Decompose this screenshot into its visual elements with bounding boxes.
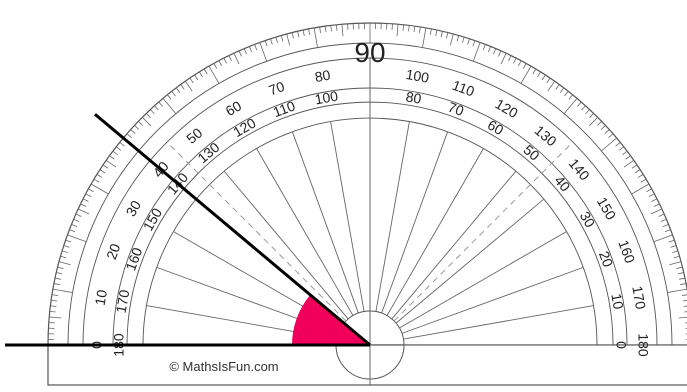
outer-scale-label: 180 <box>635 333 651 357</box>
inner-scale-label: 0 <box>613 341 629 349</box>
protractor-outline <box>48 23 687 345</box>
copyright-text: © MathsIsFun.com <box>169 359 278 374</box>
inner-scale-label: 80 <box>405 88 423 106</box>
inner-scale-label: 10 <box>608 292 626 310</box>
outer-scale-label: 10 <box>92 288 110 306</box>
protractor-body <box>48 23 687 385</box>
outer-scale-label: 80 <box>313 67 331 85</box>
center-90-label: 90 <box>354 37 385 68</box>
